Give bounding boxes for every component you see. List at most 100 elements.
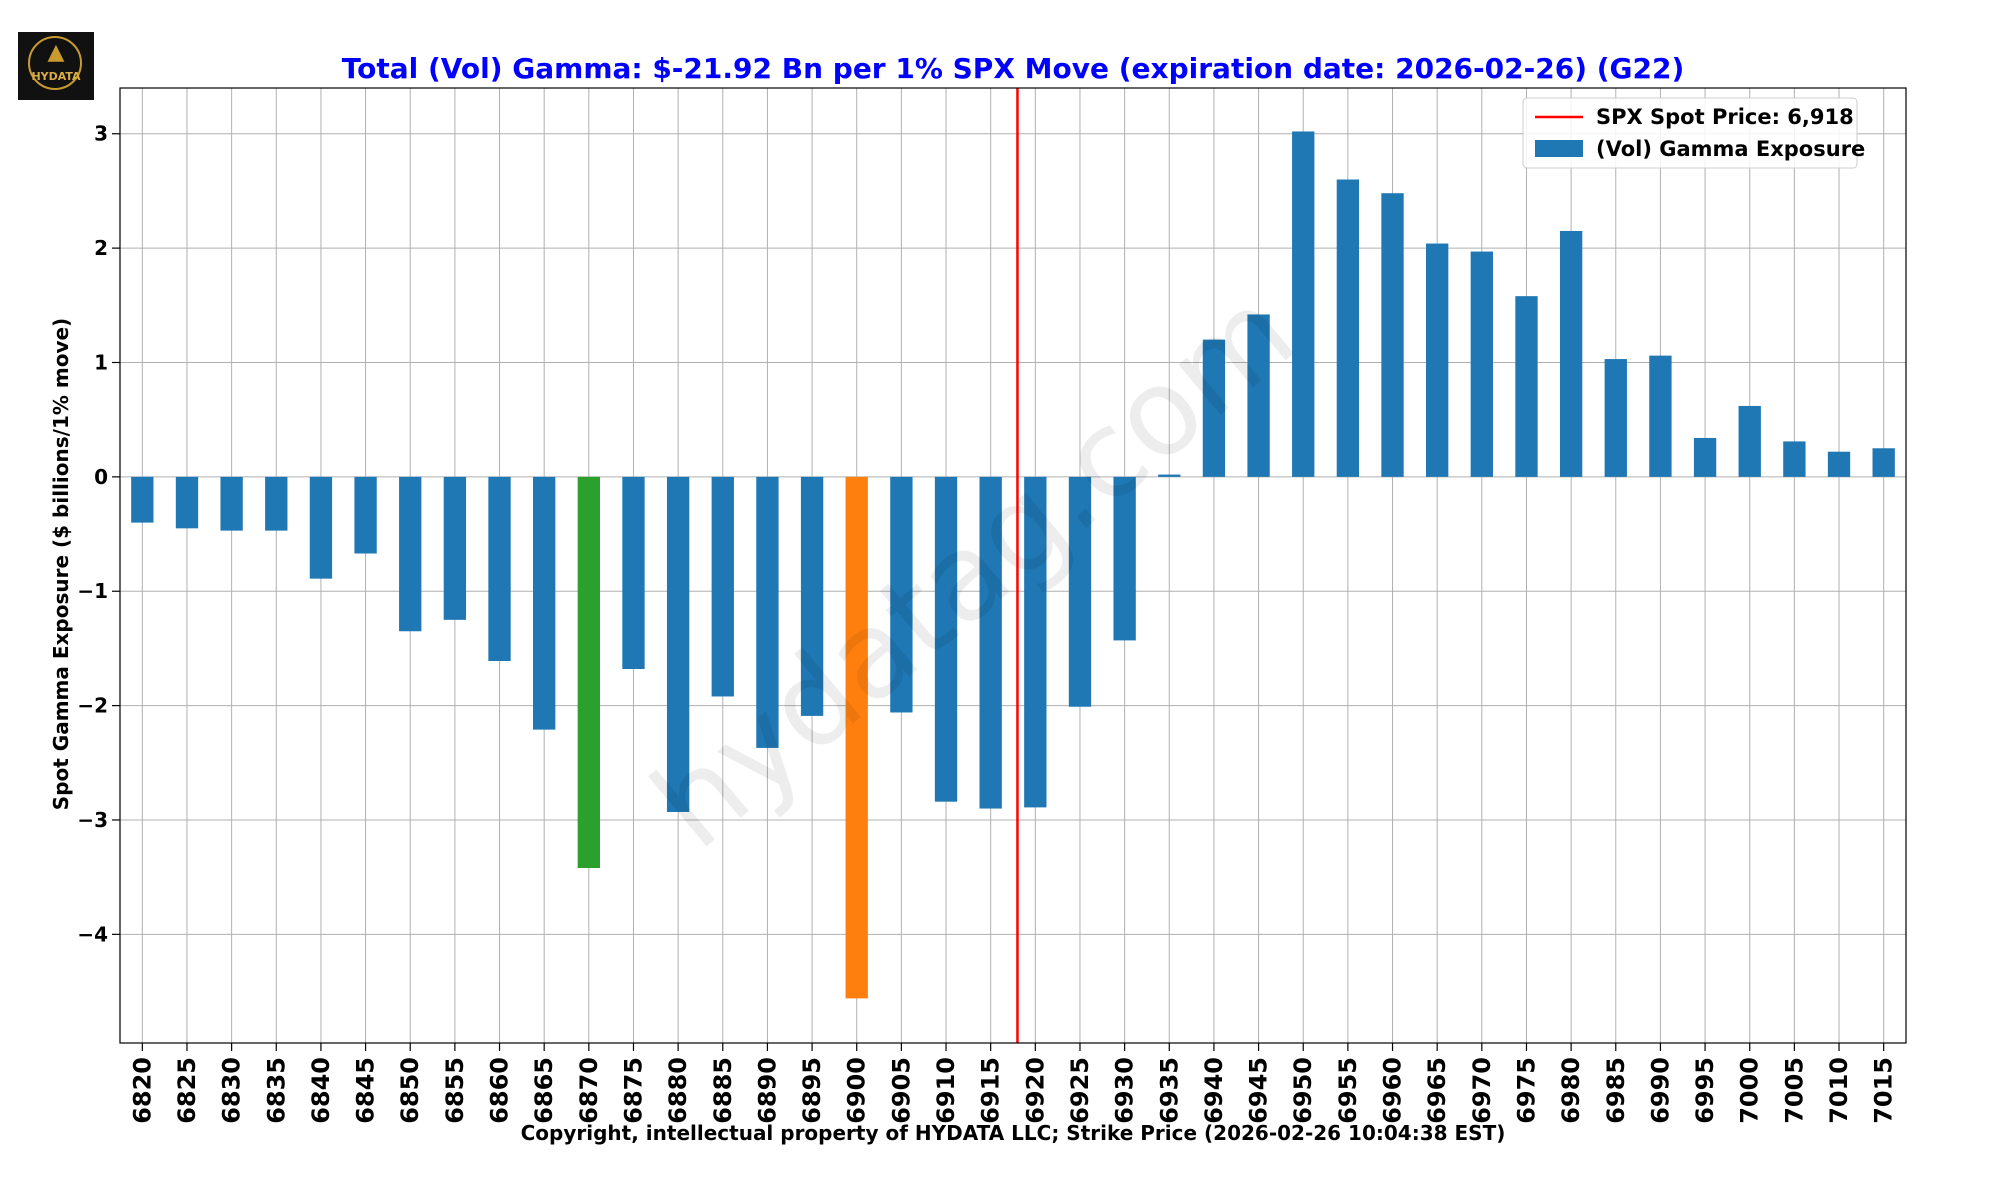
- legend-bar-swatch: [1535, 140, 1583, 157]
- logo-text: HYDATA: [31, 70, 81, 83]
- x-tick-label: 6930: [1111, 1057, 1139, 1124]
- y-tick-label: 2: [94, 236, 108, 260]
- y-tick-label: 0: [94, 465, 108, 489]
- x-tick-label: 6835: [262, 1057, 290, 1124]
- x-axis: 6820 6825 6830 6835 6840 6845 6850 6855 6860 6865…: [128, 1043, 1898, 1124]
- x-tick-label: 7005: [1780, 1057, 1808, 1124]
- bar-6980: [1559, 230, 1583, 477]
- bar-6990: [1649, 355, 1672, 477]
- x-tick-label: 6935: [1155, 1057, 1183, 1124]
- x-tick-label: 7015: [1870, 1057, 1898, 1124]
- bar-6860: [488, 476, 511, 661]
- legend-frame: [1522, 97, 1858, 169]
- x-tick-label: 6880: [664, 1057, 692, 1124]
- x-tick-label: 6890: [753, 1057, 781, 1124]
- plot-frame: [119, 87, 1907, 1044]
- bar-6895: [800, 476, 824, 716]
- bar-6825: [175, 476, 199, 529]
- bar-6835: [265, 476, 288, 531]
- x-tick-label: 6965: [1423, 1057, 1451, 1124]
- chart-title: Total (Vol) Gamma: $-21.92 Bn per 1% SPX…: [342, 52, 1685, 85]
- x-tick-label: 6860: [486, 1057, 514, 1124]
- bars: [131, 131, 1895, 999]
- x-tick-label: 6900: [843, 1057, 871, 1124]
- x-tick-label: 6920: [1021, 1057, 1049, 1124]
- x-tick-label: 6845: [352, 1057, 380, 1124]
- x-tick-label: 6870: [575, 1057, 603, 1124]
- bar-6830: [220, 476, 243, 531]
- bar-6975: [1515, 296, 1538, 477]
- bar-6925: [1068, 476, 1092, 707]
- bar-6875: [622, 476, 645, 670]
- bar-6890: [756, 476, 779, 748]
- bar-7000: [1738, 405, 1761, 477]
- bar-6855: [443, 476, 467, 620]
- bar-7010: [1827, 451, 1851, 477]
- x-tick-label: 6820: [128, 1057, 156, 1124]
- y-tick-label: −4: [77, 922, 108, 946]
- logo-ring: [28, 36, 82, 90]
- x-tick-label: 6830: [218, 1057, 246, 1124]
- x-tick-label: 6925: [1066, 1057, 1094, 1124]
- y-tick-label: 1: [94, 350, 108, 374]
- y-tick-label: −3: [77, 808, 108, 832]
- x-tick-label: 6905: [887, 1057, 915, 1124]
- bar-6935: [1158, 474, 1181, 477]
- bar-6985: [1604, 359, 1627, 477]
- x-tick-label: 6975: [1512, 1057, 1540, 1124]
- bar-7005: [1783, 441, 1806, 477]
- bar-6960: [1381, 193, 1404, 477]
- bar-6880: [666, 476, 690, 812]
- bar-6920: [1024, 476, 1047, 808]
- x-tick-label: 6855: [441, 1057, 469, 1124]
- x-tick-label: 6910: [932, 1057, 960, 1124]
- x-tick-label: 6970: [1468, 1057, 1496, 1124]
- x-tick-label: 6825: [173, 1057, 201, 1124]
- x-tick-label: 6945: [1245, 1057, 1273, 1124]
- x-tick-label: 6865: [530, 1057, 558, 1124]
- x-tick-label: 6995: [1691, 1057, 1719, 1124]
- bull-icon: ▲: [47, 40, 65, 65]
- y-tick-label: 3: [94, 122, 108, 146]
- y-tick-label: −1: [77, 579, 108, 603]
- y-axis: 3 2 1 0 −1 −2 −3 −4: [77, 122, 120, 946]
- x-tick-label: 6840: [307, 1057, 335, 1124]
- bar-6945: [1247, 314, 1270, 477]
- bar-6950: [1292, 131, 1315, 477]
- bar-6850: [399, 476, 422, 632]
- bar-6915: [979, 476, 1002, 809]
- bar-6995: [1693, 437, 1717, 477]
- x-tick-label: 6955: [1334, 1057, 1362, 1124]
- bar-6970: [1470, 251, 1493, 477]
- x-tick-label: 6960: [1379, 1057, 1407, 1124]
- x-tick-label: 6915: [977, 1057, 1005, 1124]
- x-tick-label: 6950: [1289, 1057, 1317, 1124]
- bar-6870: [577, 476, 600, 869]
- bar-6820: [131, 476, 154, 523]
- bar-6885: [711, 476, 734, 697]
- bar-6845: [354, 476, 377, 554]
- bar-6965: [1426, 243, 1449, 477]
- bar-6910: [934, 476, 958, 802]
- bar-6865: [533, 476, 556, 730]
- x-tick-label: 6980: [1557, 1057, 1585, 1124]
- x-tick-label: 6985: [1602, 1057, 1630, 1124]
- x-tick-label: 6990: [1646, 1057, 1674, 1124]
- x-tick-label: 6850: [396, 1057, 424, 1124]
- x-tick-label: 6885: [709, 1057, 737, 1124]
- legend-series-label: (Vol) Gamma Exposure: [1596, 137, 1865, 161]
- x-tick-label: 7000: [1736, 1057, 1764, 1124]
- hydata-logo: ▲ HYDATA: [18, 32, 94, 100]
- x-tick-label: 6895: [798, 1057, 826, 1124]
- x-tick-label: 7010: [1825, 1057, 1853, 1124]
- y-axis-label: Spot Gamma Exposure ($ billions/1% move): [49, 318, 73, 810]
- legend: SPX Spot Price: 6,918 (Vol) Gamma Exposu…: [1522, 97, 1865, 169]
- bar-6900: [845, 476, 868, 999]
- bar-6905: [890, 476, 913, 713]
- bar-6955: [1336, 179, 1360, 477]
- x-tick-label: 6940: [1200, 1057, 1228, 1124]
- bar-7015: [1872, 448, 1895, 477]
- x-axis-label: Copyright, intellectual property of HYDA…: [521, 1121, 1506, 1145]
- bar-6930: [1113, 476, 1136, 641]
